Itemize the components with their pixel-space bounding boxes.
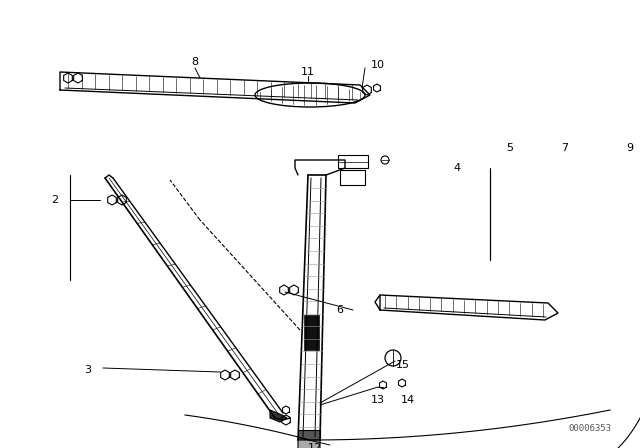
Text: 2: 2 [51,195,59,205]
Text: 10: 10 [371,60,385,70]
Text: 13: 13 [371,395,385,405]
Polygon shape [340,170,365,185]
Text: 5: 5 [506,143,513,153]
Text: 6: 6 [337,305,344,315]
Text: 15: 15 [396,360,410,370]
Text: 8: 8 [191,57,198,67]
Circle shape [385,350,401,366]
Text: 11: 11 [301,67,315,77]
Polygon shape [338,155,368,168]
Text: 7: 7 [561,143,568,153]
Polygon shape [298,440,320,448]
Polygon shape [270,410,287,422]
Text: 12: 12 [308,443,322,448]
Text: 3: 3 [84,365,92,375]
Circle shape [381,156,389,164]
Polygon shape [298,430,320,440]
Text: 00006353: 00006353 [568,423,611,432]
Text: 9: 9 [627,143,634,153]
Polygon shape [304,315,319,350]
Text: 14: 14 [401,395,415,405]
Text: 4: 4 [453,163,461,173]
